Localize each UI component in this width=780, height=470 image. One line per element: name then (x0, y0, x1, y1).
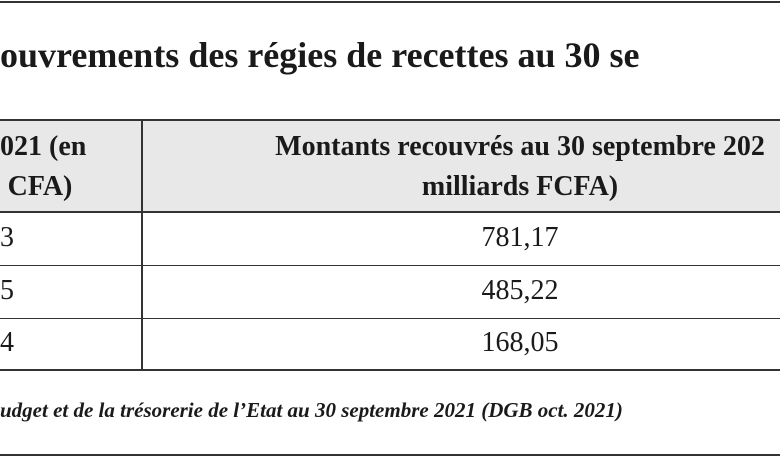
header-cell: Montants recouvrés au 30 septembre 202 (275, 131, 765, 162)
cell: 168,05 (481, 327, 559, 358)
cell: 485,22 (481, 275, 559, 306)
rule (0, 1, 780, 3)
rule (0, 119, 780, 121)
header-cell: 021 (en (0, 131, 87, 162)
cell: 781,17 (481, 222, 559, 253)
rule (0, 211, 780, 213)
rule (0, 454, 780, 456)
table-title: ouvrements des régies de recettes au 30 … (0, 35, 640, 75)
cell: 3 (0, 222, 14, 253)
header-cell: milliards FCFA) (421, 171, 619, 202)
rule (0, 318, 780, 319)
rule (0, 369, 780, 371)
header-cell: CFA) (7, 171, 73, 202)
source-note: udget et de la trésorerie de l’Etat au 3… (0, 398, 623, 422)
rule (0, 265, 780, 266)
cell: 4 (0, 327, 14, 358)
column-rule (141, 119, 143, 371)
cell: 5 (0, 275, 14, 306)
header-row (0, 120, 780, 212)
